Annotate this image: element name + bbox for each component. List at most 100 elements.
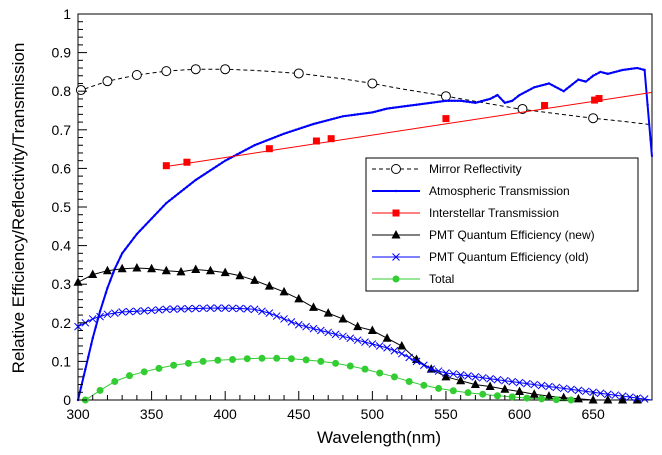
data-point [90, 343, 93, 346]
series-5 [81, 354, 575, 404]
data-point [538, 84, 542, 87]
data-point [206, 171, 209, 174]
data-point [508, 393, 516, 401]
data-point [412, 357, 421, 366]
data-point [220, 64, 231, 75]
data-point [129, 240, 133, 243]
data-point [397, 340, 407, 350]
data-point [400, 105, 403, 108]
data-point [513, 97, 517, 100]
data-point [229, 355, 237, 363]
data-point [390, 373, 398, 381]
x-axis-title: Wavelength(nm) [317, 428, 441, 447]
data-point [332, 359, 340, 367]
data-point [147, 220, 150, 223]
data-point [397, 349, 406, 358]
data-point [106, 286, 109, 290]
data-point [449, 370, 458, 378]
data-point [474, 101, 477, 104]
data-point [510, 99, 514, 103]
data-point [120, 252, 124, 255]
data-point [427, 365, 436, 373]
data-point [515, 386, 525, 396]
data-point [346, 362, 354, 370]
data-point [293, 68, 304, 79]
data-point [203, 172, 206, 176]
data-point [574, 386, 583, 395]
data-point [184, 359, 192, 367]
data-point [346, 334, 355, 343]
data-point [117, 263, 127, 273]
data-point [238, 151, 242, 155]
data-point [485, 98, 489, 101]
legend-entry: Total [372, 272, 454, 286]
data-point [179, 190, 183, 193]
series-2 [162, 91, 653, 170]
data-point [388, 106, 392, 110]
series-0 [75, 64, 653, 126]
data-point [574, 80, 577, 84]
data-point [450, 99, 454, 103]
data-point [212, 167, 215, 170]
data-point [427, 101, 430, 105]
data-point [177, 305, 185, 313]
data-point [493, 392, 501, 400]
data-point [287, 355, 295, 363]
data-point [529, 389, 539, 398]
y-axis-title: Relative Efficiency/Reflectivity/Transmi… [9, 43, 28, 374]
data-point [434, 367, 443, 375]
y-tick-label: 1 [63, 6, 71, 22]
data-point [91, 337, 94, 340]
y-tick-label: 0.3 [52, 276, 72, 292]
data-point [302, 356, 310, 364]
data-point [302, 322, 310, 331]
data-point [312, 137, 320, 145]
data-point [374, 110, 377, 113]
data-point [441, 100, 445, 103]
data-point [415, 103, 418, 106]
data-point [602, 71, 605, 74]
data-point [185, 185, 189, 189]
data-point [544, 83, 548, 86]
data-point [256, 142, 259, 146]
data-point [96, 386, 104, 394]
data-point [541, 83, 545, 87]
data-point [361, 338, 369, 346]
data-point [533, 86, 536, 89]
legend-marker [392, 253, 400, 261]
data-point [536, 85, 539, 88]
legend-entries: Mirror Reflectivity Atmospheric Transmiss… [372, 162, 595, 286]
data-point [353, 113, 356, 116]
data-point [478, 373, 487, 382]
data-point [491, 96, 495, 99]
data-point [111, 377, 119, 385]
legend-label: Mirror Reflectivity [429, 162, 522, 176]
data-point [165, 201, 168, 205]
data-point [273, 354, 281, 362]
data-point [435, 384, 443, 392]
data-point [503, 101, 507, 104]
data-point [276, 134, 280, 138]
data-point [562, 90, 565, 93]
data-point [367, 325, 377, 335]
data-point [599, 70, 602, 74]
data-point [424, 102, 427, 105]
data-point [272, 312, 281, 320]
data-point [258, 307, 266, 316]
data-point [376, 369, 384, 377]
data-point [126, 372, 134, 380]
data-point [259, 141, 262, 145]
data-point [213, 304, 222, 312]
data-point [182, 188, 186, 191]
data-point [606, 72, 610, 76]
data-point [580, 79, 583, 82]
data-point [488, 97, 492, 101]
data-point [294, 128, 298, 131]
data-point [405, 353, 414, 362]
data-point [318, 121, 321, 124]
data-point [530, 87, 533, 91]
x-tick-label: 650 [581, 406, 605, 422]
data-point [611, 391, 620, 400]
data-point [265, 145, 273, 153]
data-point [426, 364, 436, 373]
